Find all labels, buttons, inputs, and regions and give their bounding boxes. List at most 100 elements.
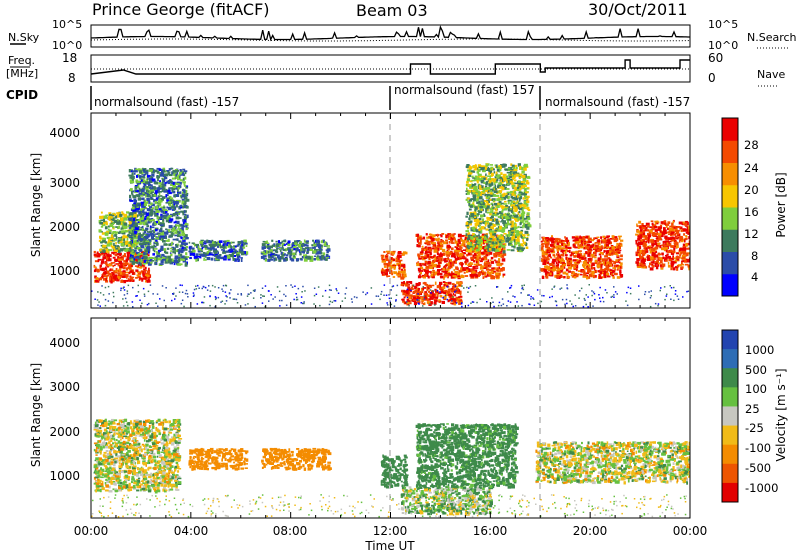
power-data-cell — [490, 190, 492, 193]
power-data-cell — [177, 174, 181, 177]
power-data-cell — [392, 258, 396, 262]
power-data-cell — [448, 262, 450, 266]
power-data-cell — [477, 213, 480, 216]
power-data-cell — [162, 184, 165, 187]
power-data-cell — [457, 290, 462, 294]
power-data-cell — [395, 257, 399, 261]
power-data-cell — [271, 249, 275, 252]
power-data-cell — [284, 253, 286, 256]
power-data-cell — [567, 276, 571, 278]
power-data-cell — [561, 262, 565, 264]
power-data-cell — [158, 168, 161, 171]
power-data-cell — [118, 225, 121, 228]
power-data-cell — [485, 168, 489, 171]
power-data-cell — [304, 247, 308, 249]
power-data-cell — [470, 258, 474, 261]
power-data-cell — [106, 243, 111, 247]
power-data-cell — [101, 260, 104, 264]
power-data-cell — [112, 226, 115, 229]
power-data-cell — [137, 197, 141, 201]
power-data-cell — [442, 267, 446, 271]
power-data-cell — [501, 218, 504, 221]
power-data-cell — [471, 216, 473, 220]
power-data-cell — [429, 295, 433, 299]
power-data-cell — [511, 235, 515, 239]
power-data-cell — [459, 301, 463, 303]
power-data-cell — [541, 260, 546, 263]
power-data-cell — [472, 233, 476, 238]
power-data-cell — [465, 192, 468, 195]
power-data-cell — [179, 253, 183, 257]
power-data-cell — [441, 300, 445, 304]
power-data-cell — [465, 190, 469, 192]
power-data-cell — [440, 286, 444, 290]
power-data-cell — [112, 275, 117, 279]
power-data-cell — [100, 219, 104, 222]
power-data-cell — [416, 239, 419, 243]
power-data-cell — [384, 271, 388, 276]
power-data-cell — [548, 246, 551, 249]
power-data-cell — [526, 212, 530, 215]
power-data-cell — [288, 249, 291, 253]
power-data-cell — [226, 239, 230, 242]
power-data-cell — [400, 281, 405, 284]
power-data-cell — [98, 278, 100, 281]
power-data-cell — [218, 240, 223, 243]
power-data-cell — [136, 251, 139, 254]
power-data-cell — [315, 256, 320, 260]
power-data-cell — [526, 179, 529, 184]
power-data-cell — [483, 191, 486, 194]
power-data-cell — [422, 263, 426, 266]
power-data-cell — [114, 238, 117, 242]
power-data-cell — [619, 269, 622, 273]
power-data-cell — [508, 173, 511, 176]
power-data-cell — [520, 229, 524, 232]
power-data-cell — [135, 277, 138, 279]
power-data-cell — [165, 219, 170, 223]
power-data-cell — [129, 279, 132, 282]
power-data-cell — [523, 189, 527, 193]
power-data-cell — [160, 259, 164, 264]
power-data-cell — [479, 227, 482, 229]
power-data-cell — [514, 164, 518, 168]
power-data-cell — [181, 242, 184, 246]
power-data-cell — [129, 212, 134, 215]
power-data-cell — [158, 203, 162, 206]
power-data-cell — [483, 263, 488, 266]
power-data-cell — [595, 249, 599, 253]
power-data-cell — [457, 238, 461, 242]
power-data-cell — [426, 265, 430, 269]
power-data-cell — [506, 215, 509, 219]
power-data-cell — [169, 234, 172, 238]
power-data-cell — [173, 172, 178, 177]
power-data-cell — [112, 237, 115, 240]
power-data-cell — [204, 240, 208, 244]
power-data-cell — [143, 231, 147, 234]
power-data-cell — [517, 206, 520, 210]
power-data-cell — [480, 265, 483, 268]
power-data-cell — [511, 222, 514, 226]
power-data-cell — [136, 266, 141, 269]
power-data-cell — [393, 263, 396, 266]
power-data-cell — [200, 239, 204, 242]
power-data-cell — [559, 276, 561, 279]
power-data-cell — [264, 241, 267, 244]
power-data-cell — [126, 238, 129, 241]
power-data-cell — [526, 203, 529, 206]
power-data-cell — [475, 248, 480, 252]
power-data-cell — [234, 245, 237, 248]
power-data-cell — [436, 291, 439, 293]
power-data-cell — [147, 195, 151, 198]
power-data-cell — [199, 241, 204, 244]
power-data-cell — [175, 204, 178, 208]
power-data-cell — [222, 246, 225, 250]
power-data-cell — [481, 258, 485, 261]
power-data-cell — [117, 214, 122, 218]
power-data-cell — [111, 232, 115, 235]
power-data-cell — [312, 246, 316, 249]
power-data-cell — [565, 250, 567, 254]
power-data-cell — [484, 224, 487, 227]
power-data-cell — [320, 246, 323, 249]
power-data-cell — [381, 256, 384, 260]
power-data-cell — [519, 231, 523, 234]
